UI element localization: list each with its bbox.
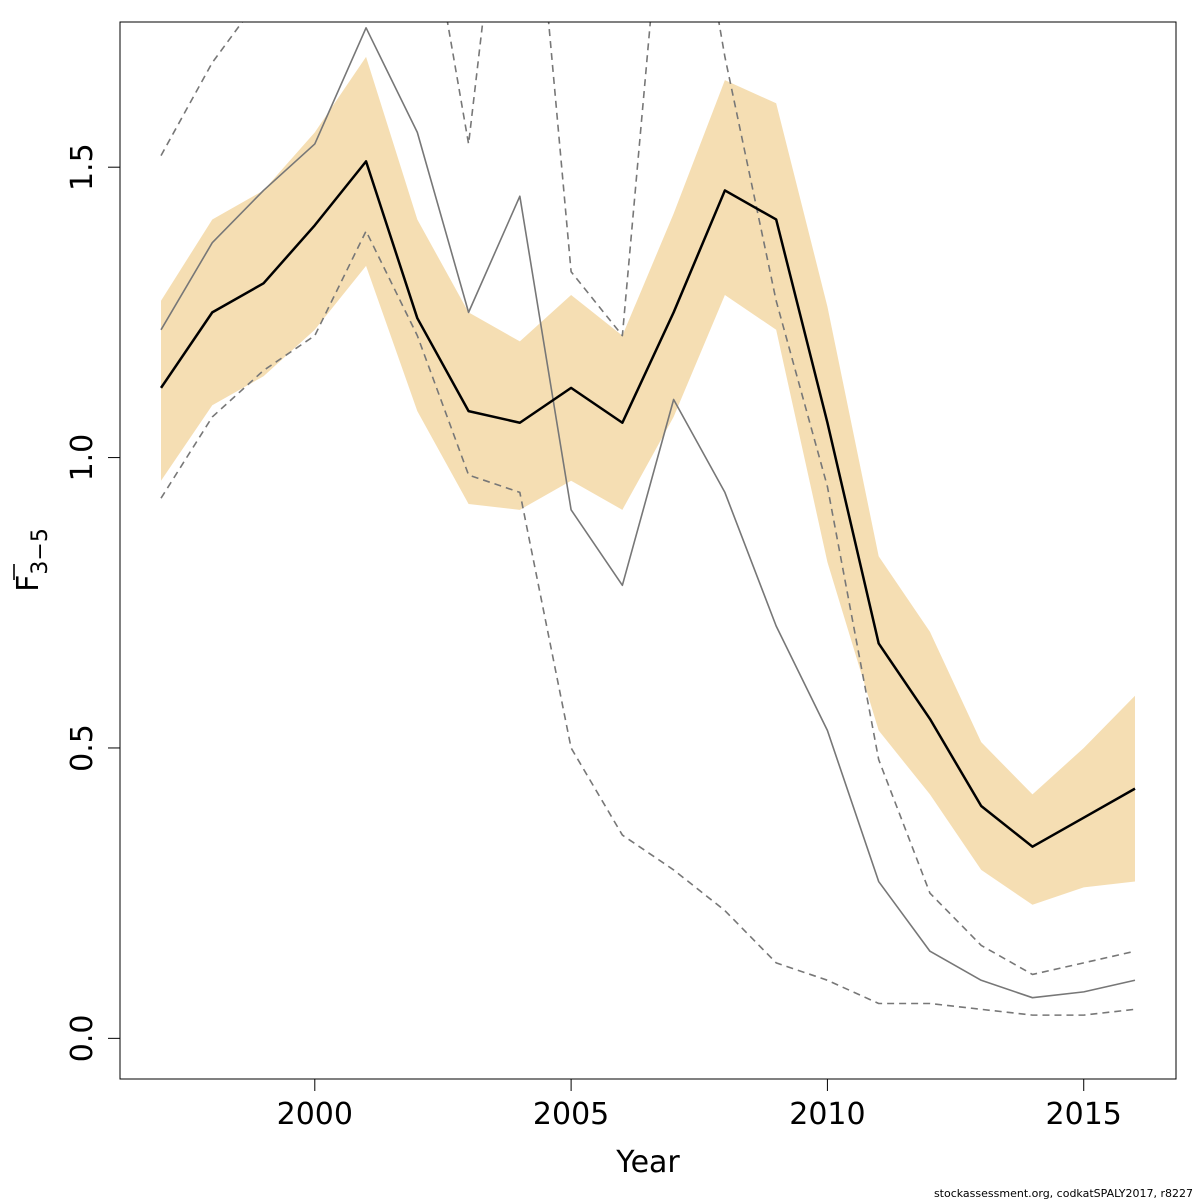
y-axis-title: F3−5 xyxy=(11,528,53,592)
y-axis-title-subscript: 3−5 xyxy=(28,528,53,574)
confidence-band xyxy=(161,56,1135,905)
footnote: stockassessment.org, codkatSPALY2017, r8… xyxy=(934,1187,1193,1200)
series-line-comparison-3 xyxy=(160,22,1136,976)
plot-area xyxy=(159,22,1136,1016)
x-axis: 2000 2005 2010 2015 xyxy=(277,1078,1122,1132)
y-tick-label: 0.5 xyxy=(65,724,100,772)
x-tick-label: 2000 xyxy=(277,1097,353,1132)
y-tick-label: 1.5 xyxy=(65,143,100,191)
x-axis-title: Year xyxy=(615,1145,680,1180)
svg-text:F3−5: F3−5 xyxy=(11,528,53,592)
y-tick-label: 0.0 xyxy=(65,1014,100,1062)
series-line-comparison-2 xyxy=(160,230,1136,1016)
y-axis-title-main: F xyxy=(11,575,46,592)
x-tick-label: 2010 xyxy=(789,1097,865,1132)
x-tick-label: 2005 xyxy=(533,1097,609,1132)
series-line-comparison-1 xyxy=(160,27,1136,999)
series-line-estimate xyxy=(159,160,1136,848)
x-tick-label: 2015 xyxy=(1046,1097,1122,1132)
y-tick-label: 1.0 xyxy=(65,434,100,482)
y-axis: 0.0 0.5 1.0 1.5 xyxy=(65,143,121,1062)
